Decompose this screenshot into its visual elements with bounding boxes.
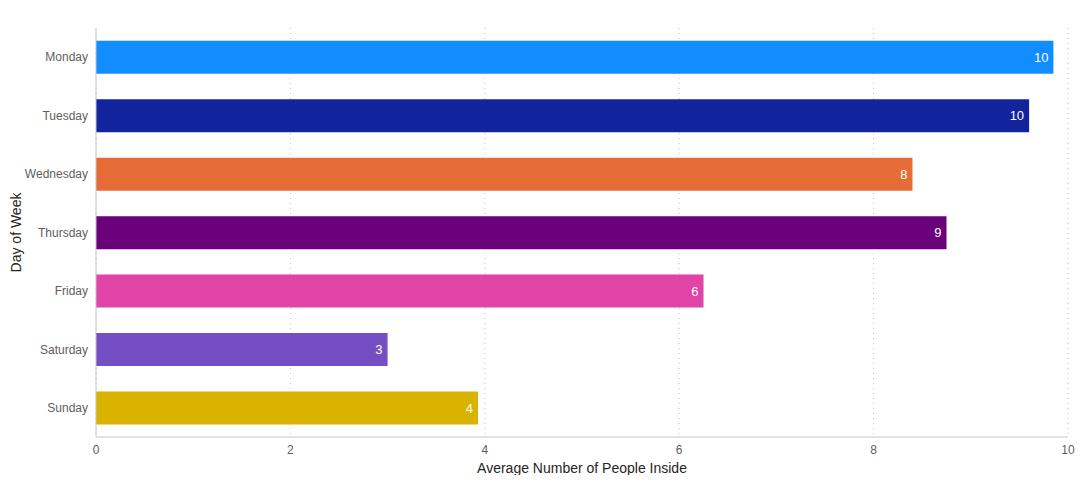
svg-text:3: 3 bbox=[375, 342, 382, 357]
svg-text:Thursday: Thursday bbox=[38, 226, 88, 240]
svg-text:6: 6 bbox=[691, 284, 698, 299]
svg-text:8: 8 bbox=[900, 167, 907, 182]
svg-text:8: 8 bbox=[870, 443, 877, 457]
svg-text:10: 10 bbox=[1061, 443, 1075, 457]
svg-text:Monday: Monday bbox=[45, 50, 88, 64]
svg-text:4: 4 bbox=[481, 443, 488, 457]
svg-text:Average Number of People Insid: Average Number of People Inside bbox=[477, 460, 687, 475]
svg-text:10: 10 bbox=[1034, 50, 1048, 65]
svg-text:Day of Week: Day of Week bbox=[8, 192, 24, 273]
svg-text:0: 0 bbox=[93, 443, 100, 457]
svg-text:9: 9 bbox=[934, 225, 941, 240]
svg-text:Sunday: Sunday bbox=[47, 401, 88, 415]
svg-text:2: 2 bbox=[287, 443, 294, 457]
svg-text:Friday: Friday bbox=[55, 284, 88, 298]
svg-text:Wednesday: Wednesday bbox=[25, 167, 88, 181]
svg-text:4: 4 bbox=[466, 401, 473, 416]
svg-text:6: 6 bbox=[676, 443, 683, 457]
svg-text:Tuesday: Tuesday bbox=[42, 109, 88, 123]
svg-text:10: 10 bbox=[1010, 108, 1024, 123]
svg-text:Saturday: Saturday bbox=[40, 343, 88, 357]
